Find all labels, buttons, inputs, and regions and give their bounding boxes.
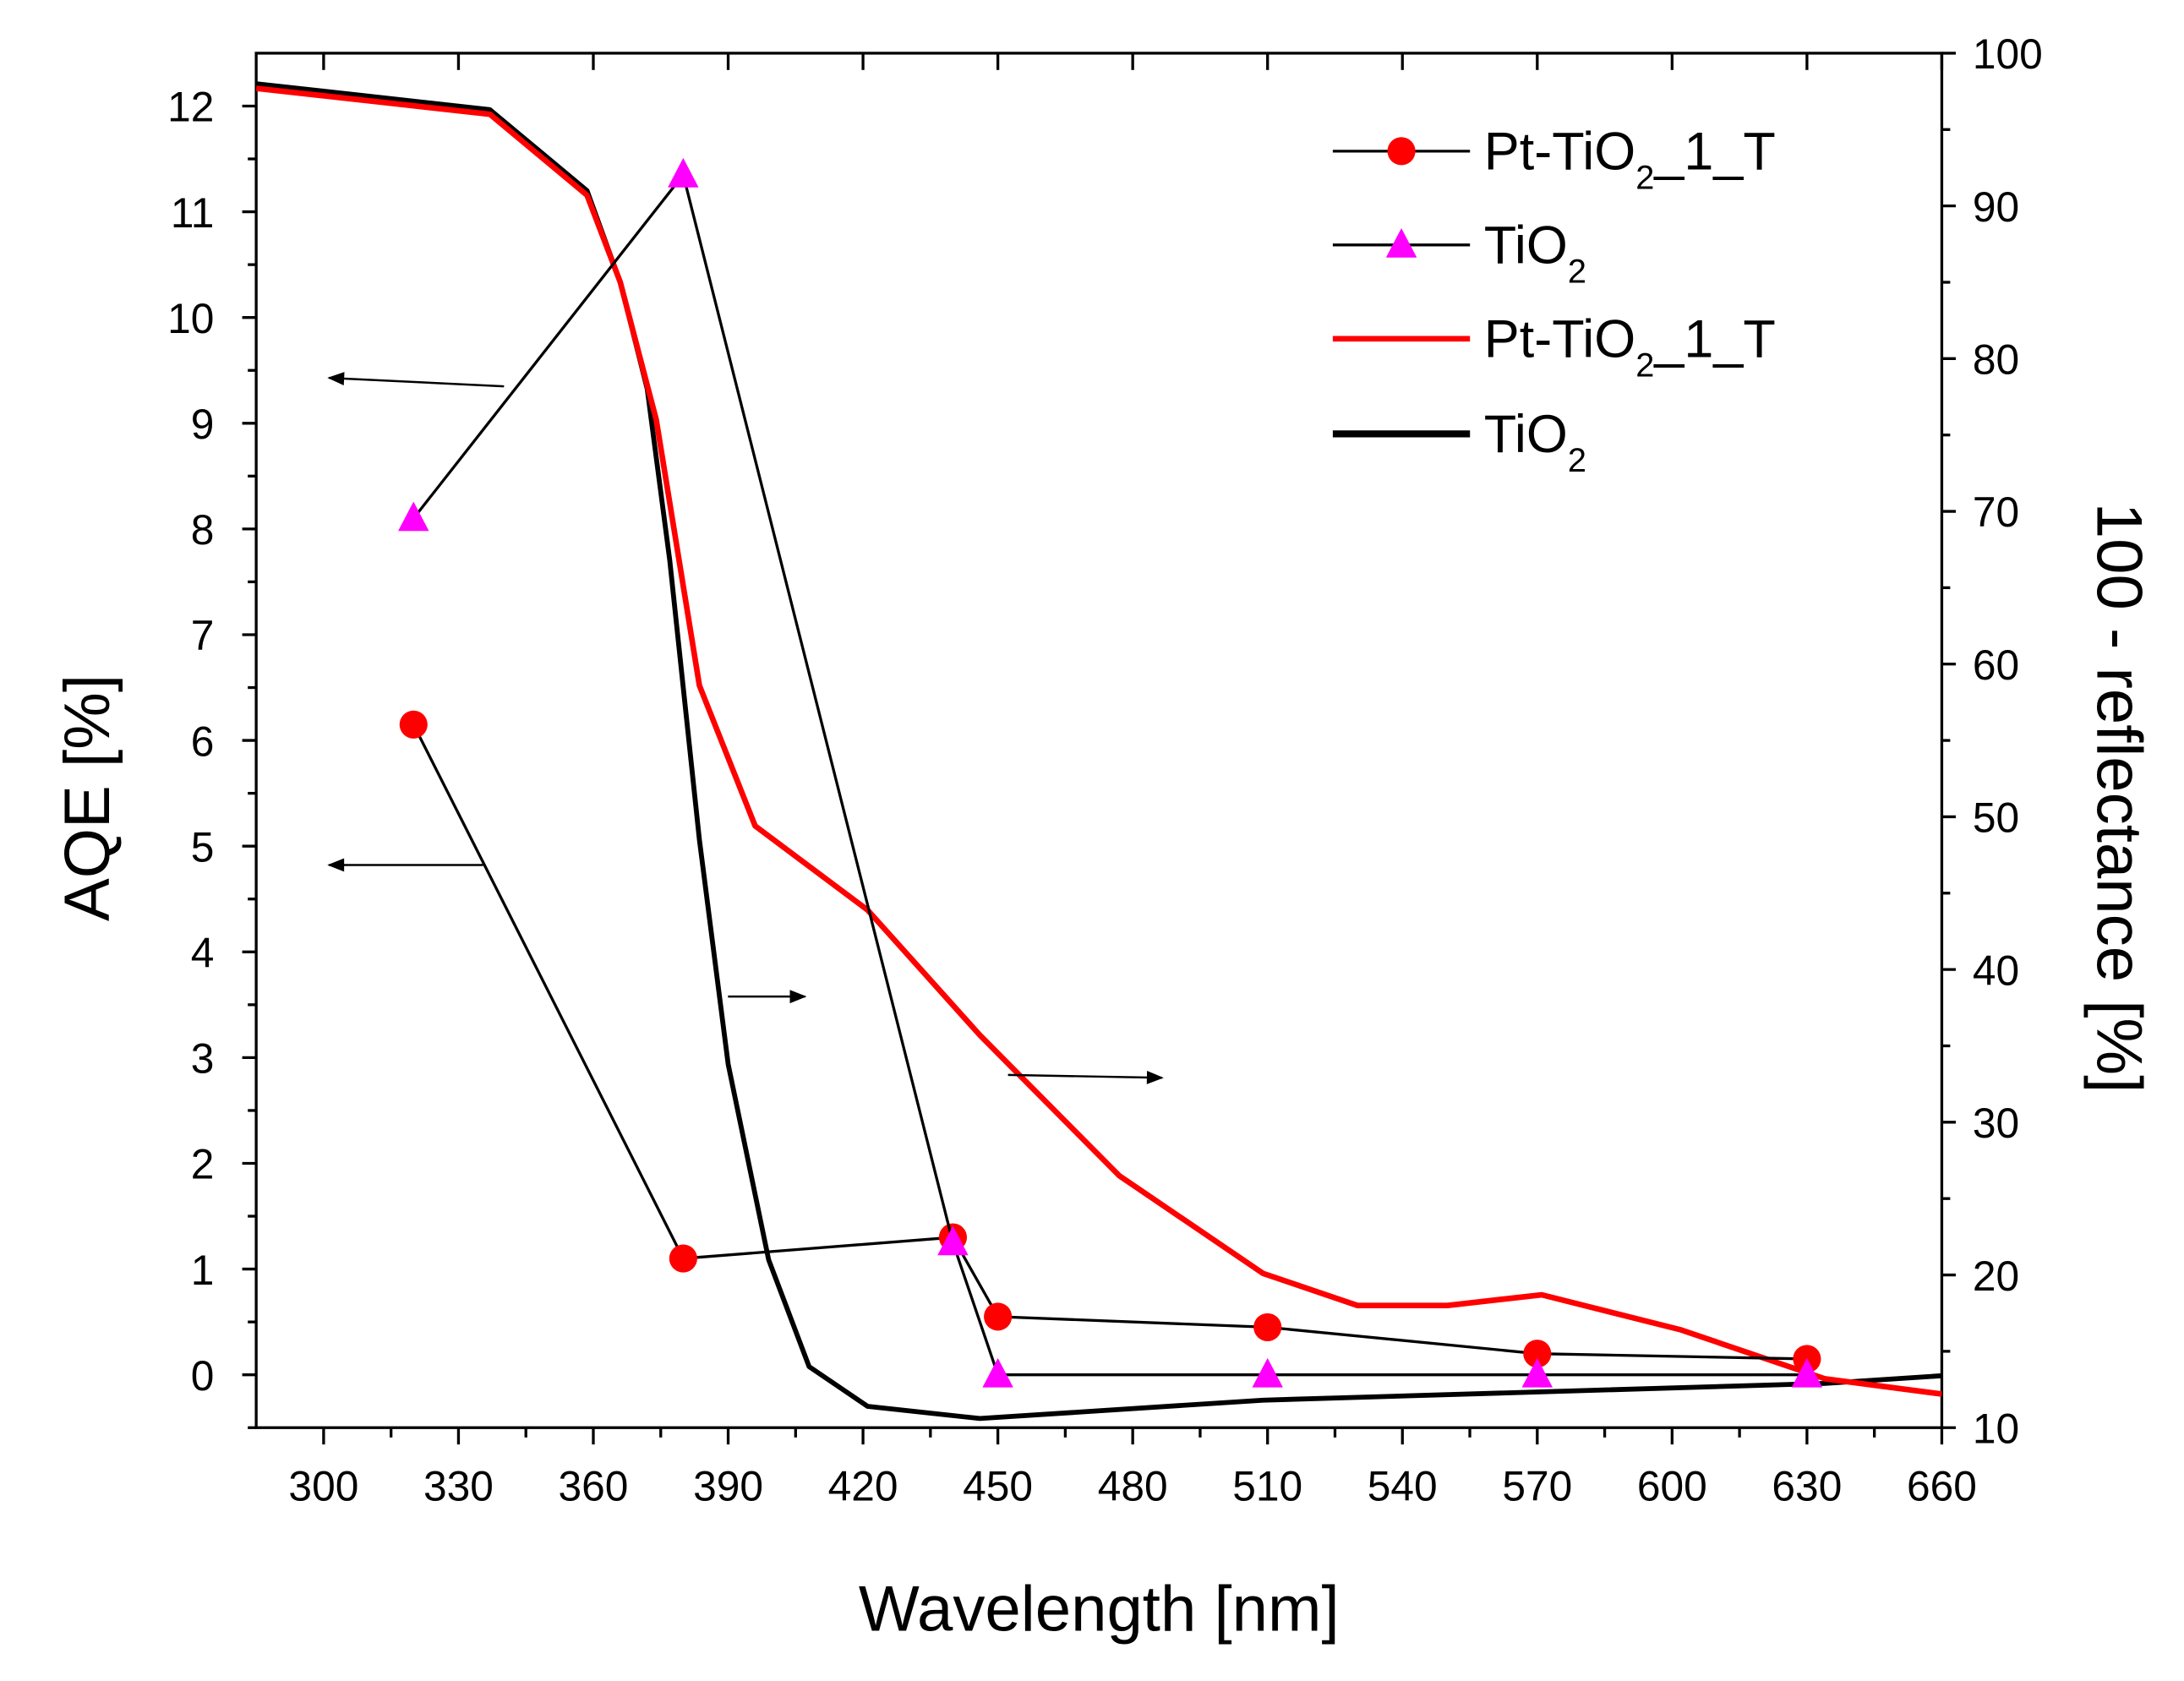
y-right-tick-label: 70 bbox=[1973, 488, 2019, 536]
y-right-tick-label: 80 bbox=[1973, 336, 2019, 384]
y-tick-label: 4 bbox=[191, 930, 215, 977]
y-tick-label: 11 bbox=[171, 189, 215, 237]
legend-label: TiO2 bbox=[1484, 216, 1586, 290]
y-right-tick-label: 20 bbox=[1973, 1253, 2019, 1300]
data-point-triangle bbox=[1521, 1357, 1553, 1388]
y-tick-label: 9 bbox=[191, 401, 215, 448]
legend-label: Pt-TiO2_1_T bbox=[1484, 309, 1776, 384]
y-tick-label: 6 bbox=[191, 718, 215, 765]
y-tick-label: 8 bbox=[191, 506, 215, 554]
data-point-circle bbox=[399, 710, 428, 739]
y-right-tick-label: 10 bbox=[1973, 1405, 2019, 1452]
data-point-circle bbox=[984, 1302, 1013, 1331]
x-tick-label: 450 bbox=[963, 1462, 1033, 1509]
y-tick-label: 3 bbox=[191, 1035, 215, 1083]
x-axis-label: Wavelength [nm] bbox=[859, 1573, 1340, 1645]
series-line-black-line bbox=[256, 81, 1942, 1422]
x-tick-label: 480 bbox=[1098, 1462, 1168, 1509]
legend-label: TiO2 bbox=[1484, 405, 1586, 479]
axis-indicator-arrows bbox=[327, 372, 1164, 1084]
y-right-tick-label: 100 bbox=[1973, 30, 2043, 78]
y-right-tick-label: 90 bbox=[1973, 183, 2019, 231]
data-point-triangle bbox=[937, 1225, 969, 1256]
data-point-circle bbox=[1253, 1313, 1282, 1341]
x-tick-label: 330 bbox=[423, 1462, 494, 1509]
y-right-tick-label: 50 bbox=[1973, 794, 2019, 842]
x-tick-label: 510 bbox=[1232, 1462, 1302, 1509]
x-tick-label: 420 bbox=[828, 1462, 898, 1509]
x-tick-label: 660 bbox=[1907, 1462, 1977, 1509]
y-tick-label: 2 bbox=[191, 1141, 215, 1188]
legend-marker-circle bbox=[1387, 137, 1416, 166]
x-tick-label: 390 bbox=[693, 1462, 763, 1509]
axis-ticks: 300 330 360 390 420 450 480 510 540 570 600 630 6600… bbox=[167, 30, 2043, 1509]
series-line-red-line bbox=[256, 85, 1942, 1397]
data-point-triangle bbox=[982, 1357, 1013, 1388]
y-tick-label: 10 bbox=[167, 295, 214, 342]
legend-marker-triangle bbox=[1385, 227, 1417, 258]
legend: Pt-TiO2_1_T TiO2 Pt-TiO2_1_T TiO2 bbox=[1332, 122, 1776, 479]
y-tick-label: 5 bbox=[191, 823, 215, 871]
y-tick-label: 7 bbox=[191, 612, 215, 659]
data-point-triangle bbox=[398, 501, 429, 532]
series-layer bbox=[256, 81, 1942, 1422]
series-line-line-circle bbox=[412, 723, 1807, 1361]
x-tick-label: 630 bbox=[1772, 1462, 1842, 1509]
arrow-indicator bbox=[1007, 1070, 1164, 1084]
x-tick-label: 300 bbox=[288, 1462, 358, 1509]
x-tick-label: 540 bbox=[1368, 1462, 1438, 1509]
x-tick-label: 600 bbox=[1637, 1462, 1707, 1509]
y-right-tick-label: 60 bbox=[1973, 641, 2019, 689]
arrow-indicator bbox=[327, 372, 505, 388]
legend-label: Pt-TiO2_1_T bbox=[1484, 122, 1776, 196]
data-point-triangle bbox=[1791, 1357, 1823, 1388]
plot-frame bbox=[254, 52, 1944, 1429]
y-tick-label: 1 bbox=[191, 1247, 215, 1294]
y-tick-label: 12 bbox=[167, 84, 214, 131]
x-tick-label: 570 bbox=[1502, 1462, 1572, 1509]
y-right-tick-label: 40 bbox=[1973, 947, 2019, 994]
y-axis-label: AQE [%] bbox=[52, 674, 123, 921]
y-axis-right-label: 100 - reflectance [%] bbox=[2083, 503, 2154, 1094]
y-right-tick-label: 30 bbox=[1973, 1100, 2019, 1147]
x-tick-label: 360 bbox=[559, 1462, 629, 1509]
data-point-triangle bbox=[1252, 1357, 1283, 1388]
y-tick-label: 0 bbox=[191, 1352, 215, 1400]
data-point-circle bbox=[669, 1244, 697, 1273]
data-point-circle bbox=[1523, 1340, 1552, 1368]
data-point-triangle bbox=[668, 157, 699, 188]
